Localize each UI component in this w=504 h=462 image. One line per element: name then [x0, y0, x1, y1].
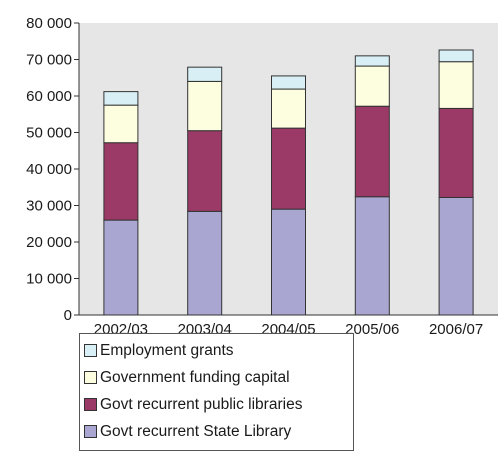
bar-segment: [103, 219, 139, 316]
bar-segment: [103, 91, 139, 106]
x-tick-label: 2005/06: [345, 321, 399, 338]
y-tick-label: 60 000: [26, 88, 72, 105]
legend-label: Govt recurrent public libraries: [100, 395, 303, 413]
bar-segment: [187, 210, 223, 316]
bar-segment: [438, 196, 474, 316]
legend-label: Govt recurrent State Library: [100, 422, 292, 440]
legend-swatch: [84, 371, 97, 384]
legend-label: Employment grants: [100, 341, 234, 359]
bar-segment: [271, 75, 306, 90]
bar-segment: [438, 107, 474, 198]
legend-label: Government funding capital: [100, 368, 290, 386]
y-tick-label: 30 000: [26, 198, 72, 215]
legend-swatch: [84, 425, 97, 438]
bar-segment: [103, 142, 139, 221]
bar-segment: [354, 65, 390, 107]
y-tick-label: 80 000: [26, 15, 72, 32]
bar-segment: [354, 55, 390, 67]
bar-segment: [271, 127, 306, 210]
bar-segment: [271, 208, 306, 316]
bars: [103, 49, 474, 316]
legend-swatch: [84, 398, 97, 411]
x-tick-label: 2006/07: [429, 321, 483, 338]
legend-item: Government funding capital: [84, 364, 353, 391]
bar-segment: [187, 66, 223, 82]
legend-item: Govt recurrent public libraries: [84, 391, 353, 418]
y-axis-ticks: 0 10 000 20 000 30 000 40 000 50 000 60 000 70 …: [26, 15, 79, 324]
bar-segment: [354, 105, 390, 198]
y-tick-label: 10 000: [26, 271, 72, 288]
bar-segment: [438, 49, 474, 63]
bar-segment: [438, 61, 474, 109]
chart-legend: Employment grants Government funding cap…: [79, 333, 354, 451]
legend-item: Govt recurrent State Library: [84, 418, 353, 445]
bar-segment: [187, 80, 223, 132]
legend-swatch: [84, 344, 97, 357]
y-tick-label: 0: [64, 307, 72, 324]
bar-segment: [103, 104, 139, 144]
y-tick-label: 40 000: [26, 161, 72, 178]
legend-item: Employment grants: [84, 337, 353, 364]
y-tick-label: 70 000: [26, 52, 72, 69]
bar-segment: [354, 196, 390, 316]
bar-segment: [271, 88, 306, 129]
bar-segment: [187, 130, 223, 212]
y-tick-label: 20 000: [26, 234, 72, 251]
y-tick-label: 50 000: [26, 125, 72, 142]
